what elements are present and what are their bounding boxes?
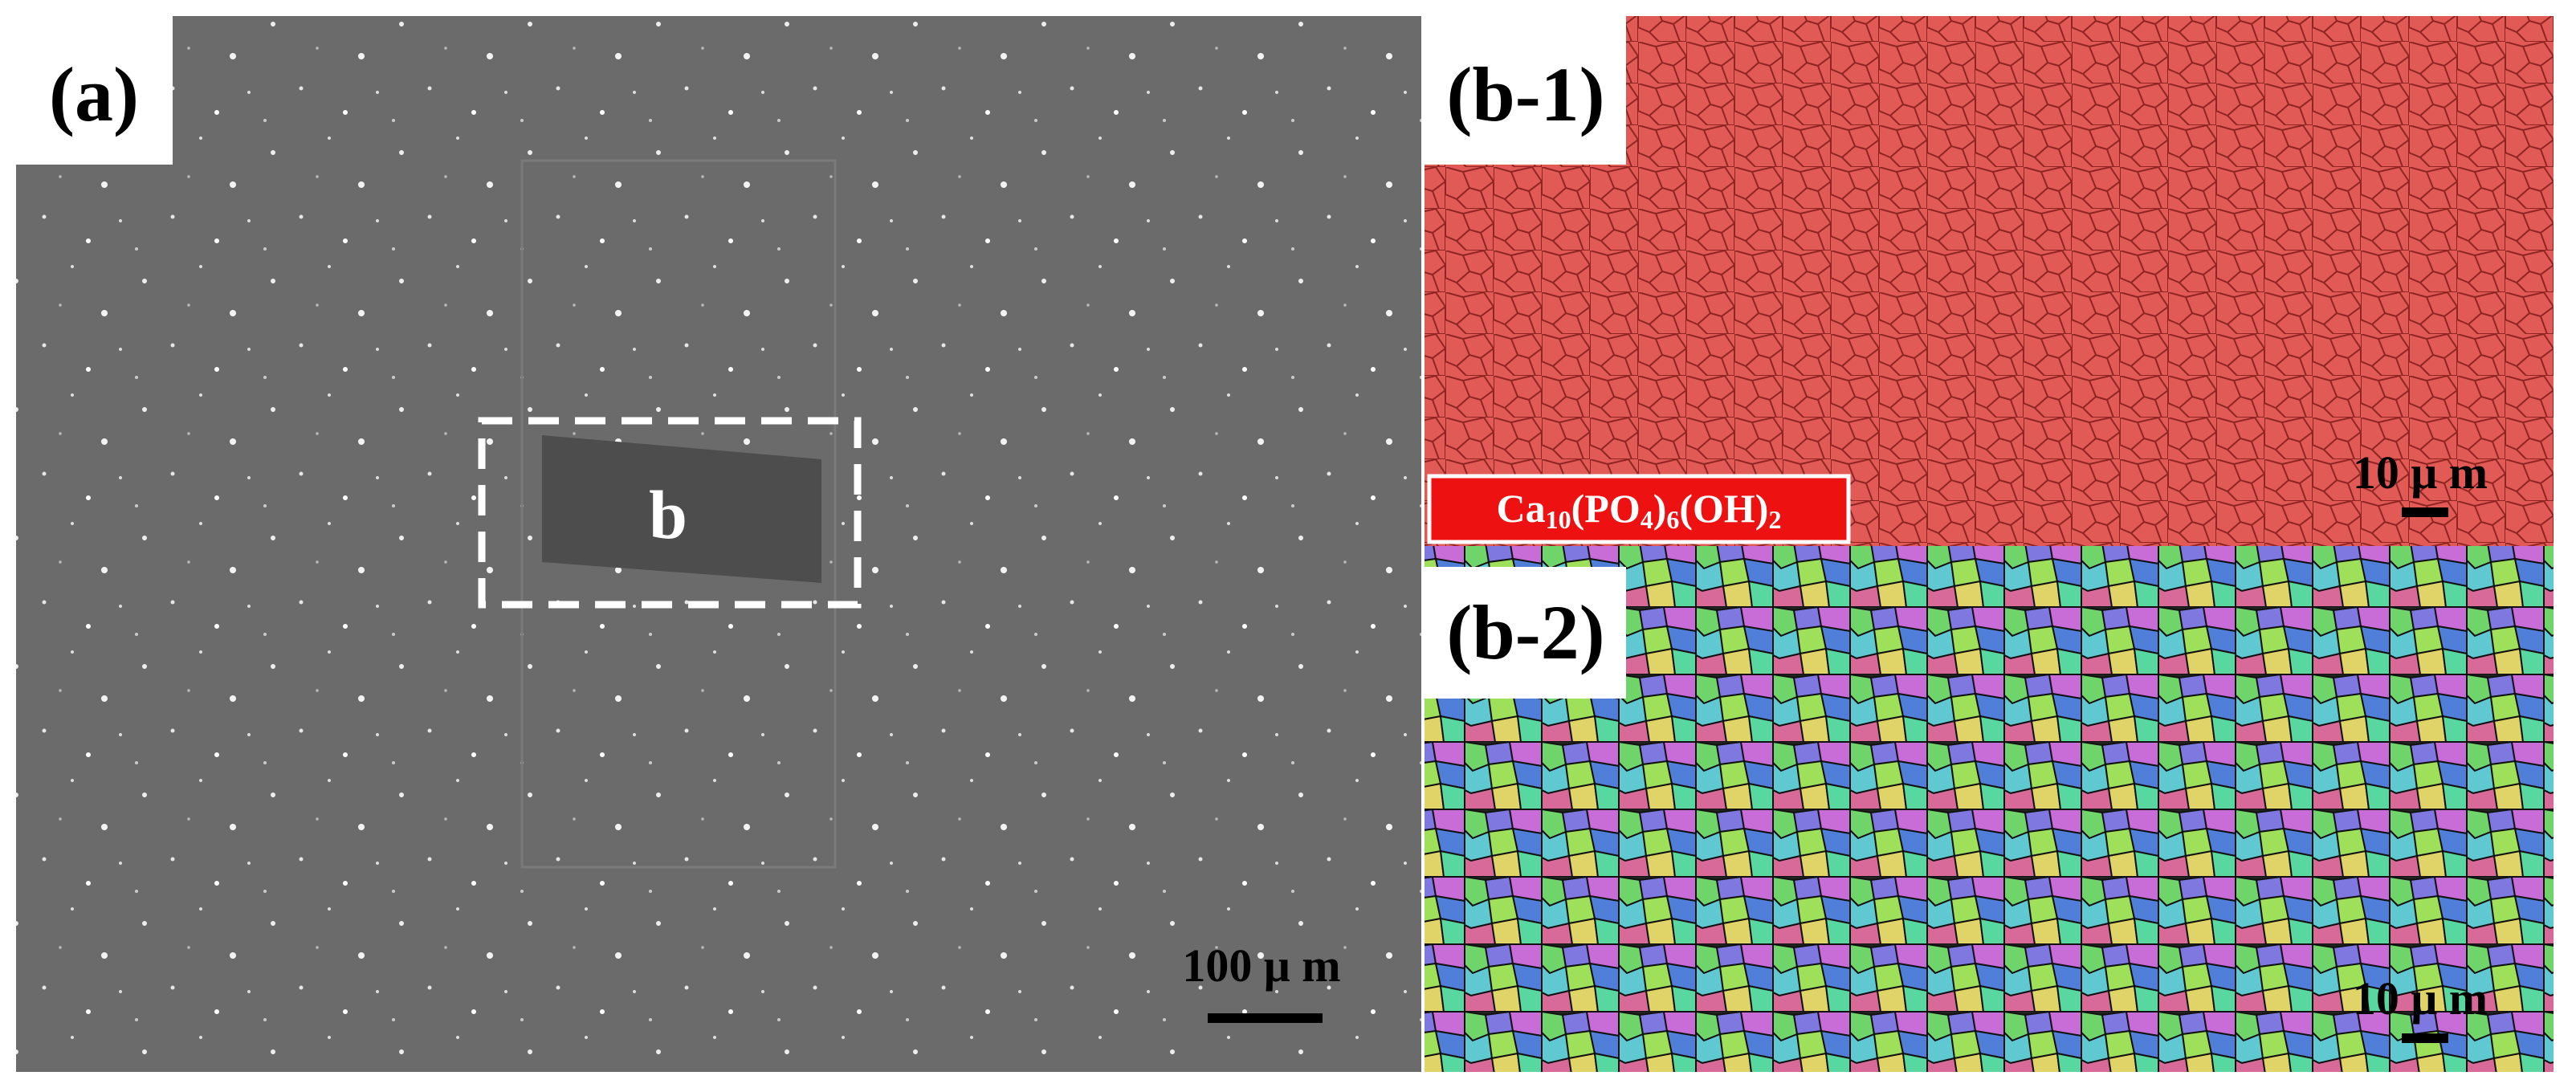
scale-bar <box>2402 1033 2448 1043</box>
subscript: 10 <box>1546 505 1571 534</box>
subscript: 4 <box>1641 505 1653 534</box>
formula-part: ) <box>1653 486 1667 531</box>
scale-bar <box>1208 1013 1323 1023</box>
scale-bar <box>2402 507 2448 517</box>
subscript: 2 <box>1768 505 1781 534</box>
scale-bar-label: 10 μ m <box>2353 972 2488 1025</box>
panel-label: (a) <box>49 51 139 137</box>
dashed-box <box>478 417 862 609</box>
ebsd-area <box>542 435 821 583</box>
box-label: b <box>649 476 687 553</box>
panel-b2: (b-2) 10 μ m <box>1425 546 2554 1072</box>
label-bg <box>16 16 173 165</box>
label-bg <box>1425 16 1626 165</box>
subscript: 6 <box>1666 505 1679 534</box>
panel-label: (b-2) <box>1446 589 1604 675</box>
milled-region <box>520 159 837 869</box>
panel-b1: (b-1) 10 μ m Ca10(PO4)6(OH)2 <box>1425 16 2554 546</box>
label-bg <box>1425 567 1626 699</box>
scale-bar-label: 100 μ m <box>1182 939 1340 992</box>
formula-part: Ca <box>1497 486 1546 531</box>
scale-bar-label: 10 μ m <box>2353 446 2488 499</box>
phase-label: Ca10(PO4)6(OH)2 <box>1497 486 1782 534</box>
panel-a: b (a) 100 μ m <box>16 16 1421 1072</box>
panel-label: (b-1) <box>1446 51 1604 137</box>
formula-part: (OH) <box>1679 486 1768 531</box>
formula-part: (PO <box>1571 486 1641 531</box>
phase-label-bg <box>1427 474 1851 544</box>
